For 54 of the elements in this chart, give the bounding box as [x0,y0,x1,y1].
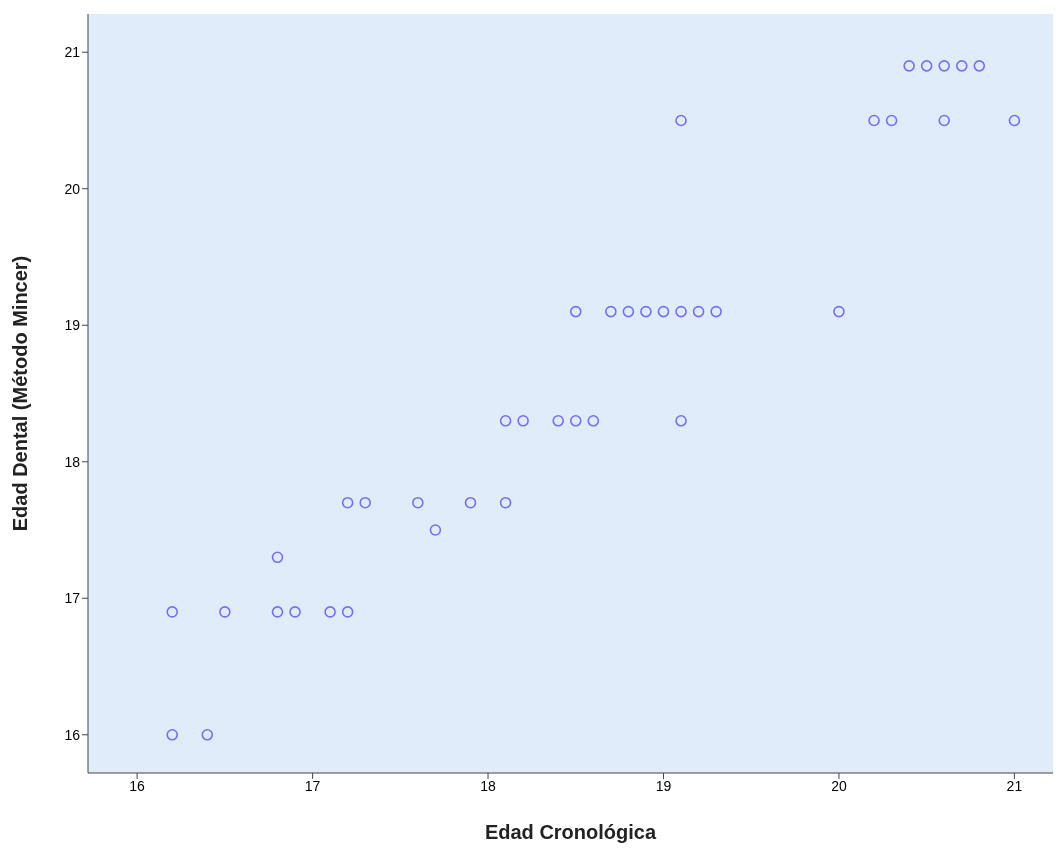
point [640,305,652,318]
point [552,415,565,427]
point [289,606,301,618]
y-tick-label: 17 [64,590,81,607]
point [271,551,284,564]
point [219,606,231,618]
point [201,728,214,741]
point [710,305,722,318]
point [675,114,687,127]
point [499,496,512,509]
point [324,606,336,618]
point [517,415,529,427]
x-tick-label: 17 [304,777,321,794]
point [938,114,951,127]
point [499,415,512,427]
x-tick-label: 21 [1006,777,1023,794]
point [1008,114,1021,127]
point [938,60,951,72]
x-tick-label: 18 [480,777,497,794]
y-tick-label: 18 [64,453,81,470]
point [885,114,898,127]
point [675,415,687,427]
y-axis-title: Edad Dental (Método Mincer) [9,255,32,532]
point [429,524,442,536]
point [903,60,915,72]
point [359,496,372,509]
x-tick-label: 20 [831,777,847,794]
point [868,114,880,127]
point [341,496,354,509]
point [675,305,687,318]
point [920,60,933,72]
point [166,728,179,741]
point [605,305,617,318]
point [657,305,670,318]
point [587,415,600,427]
point [973,60,986,72]
point [955,60,968,72]
x-tick-label: 19 [655,777,672,794]
x-tick-label: 16 [129,777,146,794]
point [341,606,354,618]
point [569,415,582,427]
point [833,305,845,318]
point [166,606,179,618]
y-tick-label: 16 [64,726,81,743]
point [271,606,284,618]
point [622,305,635,318]
x-axis-title: Edad Cronológica [484,821,657,843]
y-tick-label: 21 [64,44,81,61]
point [569,305,582,318]
point [692,305,705,318]
point [464,496,477,509]
y-tick-label: 19 [64,317,81,334]
y-tick-label: 20 [64,180,81,197]
point [412,496,424,509]
